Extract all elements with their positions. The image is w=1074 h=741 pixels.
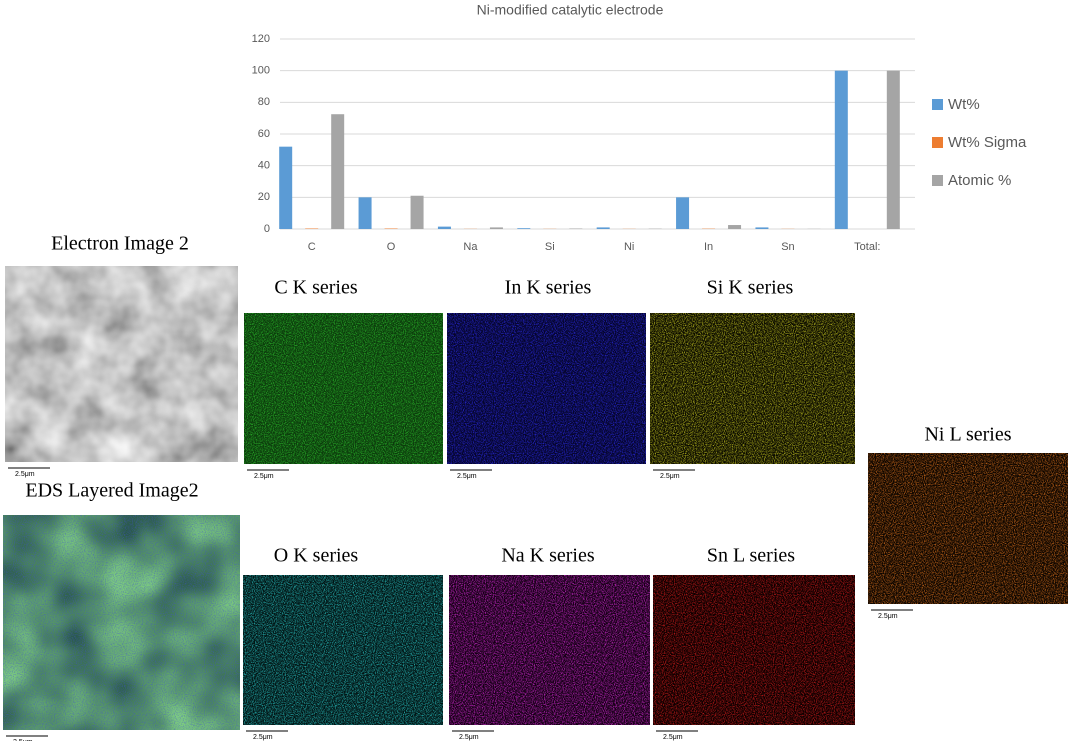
map-signal xyxy=(447,313,646,464)
y-tick-label: 0 xyxy=(264,223,270,235)
scale-bar-label: 2.5μm xyxy=(663,734,683,741)
legend-swatch xyxy=(932,137,943,148)
scale-bar-label: 2.5μm xyxy=(13,739,33,741)
panel-title: Sn L series xyxy=(707,545,795,567)
legend-label: Wt% xyxy=(948,96,980,113)
map-signal xyxy=(243,575,443,725)
map-signal xyxy=(244,313,443,464)
y-tick-label: 60 xyxy=(258,128,270,140)
bar xyxy=(489,227,503,229)
y-tick-label: 40 xyxy=(258,160,270,172)
scale-bar-label: 2.5μm xyxy=(15,471,35,478)
bar xyxy=(358,197,372,229)
map-signal xyxy=(449,575,650,725)
bar xyxy=(517,228,531,229)
legend-label: Wt% Sigma xyxy=(948,134,1027,151)
panel-title: EDS Layered Image2 xyxy=(25,480,198,502)
bar xyxy=(279,146,293,229)
x-tick-label: C xyxy=(308,241,316,253)
bar xyxy=(755,227,769,229)
bar xyxy=(437,226,451,229)
scale-bar-label: 2.5μm xyxy=(459,734,479,741)
x-tick-label: Si xyxy=(545,241,555,253)
y-tick-label: 20 xyxy=(258,191,270,203)
bar xyxy=(886,70,900,230)
bar xyxy=(834,70,848,230)
legend-swatch xyxy=(932,99,943,110)
y-tick-label: 120 xyxy=(252,33,270,45)
x-tick-label: Ni xyxy=(624,241,634,253)
bar xyxy=(331,114,345,229)
bar xyxy=(410,195,424,229)
y-tick-label: 80 xyxy=(258,96,270,108)
image-panels: Electron Image 2 2.5μm EDS Layered Image2 2… xyxy=(3,233,1068,741)
bar xyxy=(676,197,690,229)
panel-title: Si K series xyxy=(707,277,794,299)
panel-title: Na K series xyxy=(501,545,595,567)
panel-title: Electron Image 2 xyxy=(51,233,189,255)
scale-bar-label: 2.5μm xyxy=(878,613,898,620)
map-signal xyxy=(650,313,855,464)
legend-swatch xyxy=(932,175,943,186)
x-tick-label: Total: xyxy=(854,241,880,253)
legend-label: Atomic % xyxy=(948,172,1011,189)
layer-blue xyxy=(3,515,240,730)
chart-title: Ni-modified catalytic electrode xyxy=(477,2,664,18)
map-signal xyxy=(653,575,855,725)
panel-title: In K series xyxy=(505,277,592,299)
scale-bar-label: 2.5μm xyxy=(457,473,477,480)
bar xyxy=(596,227,610,229)
panel-title: O K series xyxy=(274,545,359,567)
x-tick-label: Sn xyxy=(781,241,794,253)
x-tick-label: Na xyxy=(463,241,478,253)
panel-title: Ni L series xyxy=(924,424,1011,446)
panel-title: C K series xyxy=(274,277,358,299)
scale-bar-label: 2.5μm xyxy=(254,473,274,480)
scale-bar-label: 2.5μm xyxy=(660,473,680,480)
x-tick-label: In xyxy=(704,241,713,253)
scale-bar-label: 2.5μm xyxy=(253,734,273,741)
map-signal xyxy=(868,453,1068,604)
sem-image xyxy=(5,266,238,462)
y-tick-label: 100 xyxy=(252,65,270,77)
bar xyxy=(728,225,742,229)
x-tick-label: O xyxy=(387,241,396,253)
